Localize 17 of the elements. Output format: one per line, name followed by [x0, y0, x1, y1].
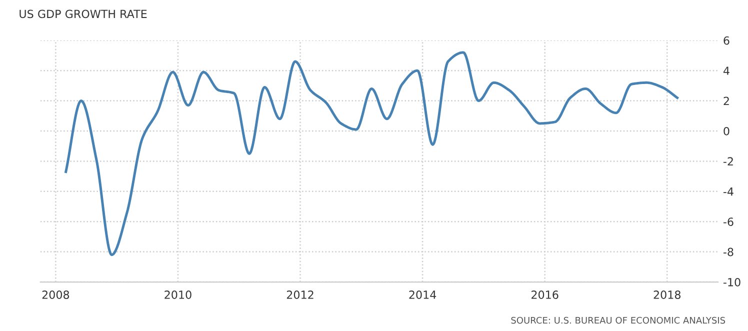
- x-tick-label: 2014: [409, 290, 436, 299]
- y-tick-label: 6: [724, 36, 730, 45]
- x-tick-label: 2016: [532, 290, 558, 299]
- y-tick-label: -2: [723, 157, 733, 166]
- y-tick-label: 4: [723, 66, 730, 75]
- y-tick-label: -8: [723, 248, 734, 256]
- x-tick-label: 2012: [286, 290, 314, 299]
- x-tick-label: 2018: [654, 290, 681, 299]
- y-tick-label: 2: [724, 96, 729, 106]
- source-note: SOURCE: U.S. BUREAU OF ECONOMIC ANALYSIS: [511, 316, 726, 324]
- y-tick-label: -4: [723, 188, 734, 196]
- x-tick-label: 2008: [42, 290, 70, 299]
- y-tick-label: -10: [723, 278, 740, 286]
- x-tick-label: 2010: [164, 290, 192, 299]
- chart-title: US GDP GROWTH RATE: [20, 10, 147, 18]
- y-tick-label: 0: [724, 126, 730, 136]
- y-tick-label: -6: [723, 218, 734, 226]
